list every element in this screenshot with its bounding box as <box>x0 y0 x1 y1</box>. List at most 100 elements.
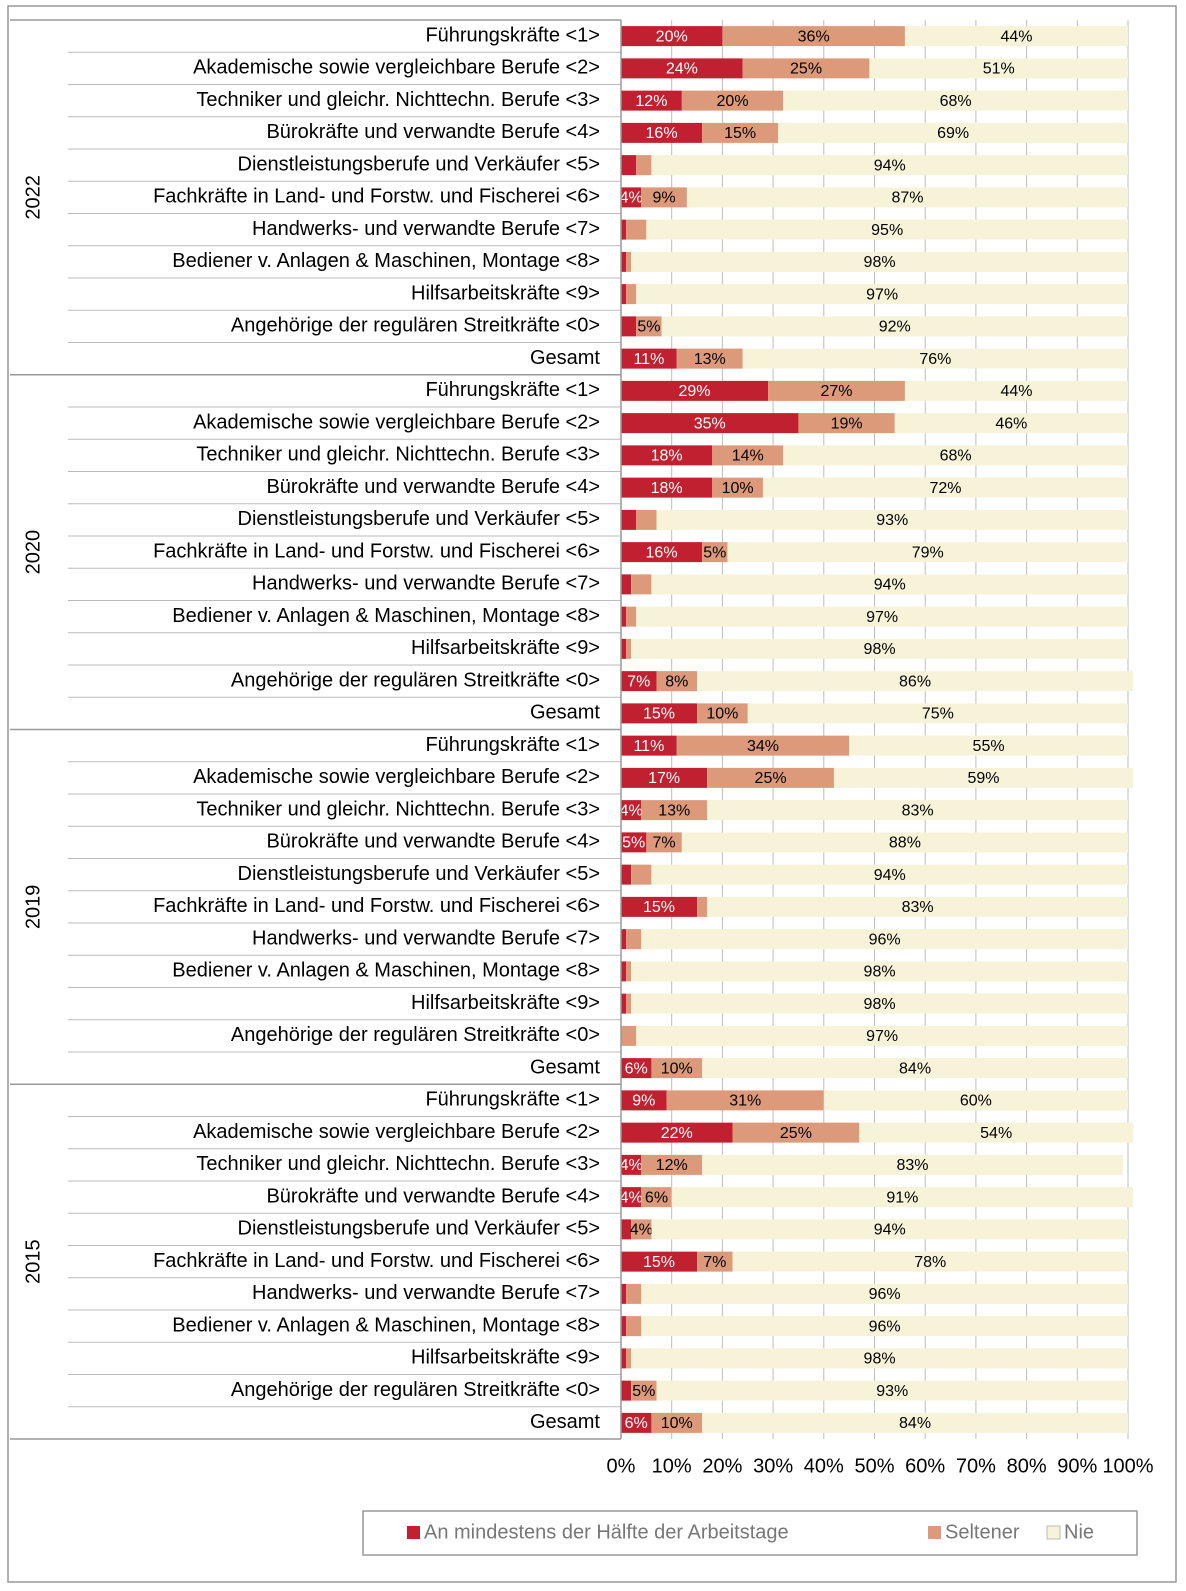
data-label: 18% <box>651 480 683 497</box>
data-label: 93% <box>876 1383 908 1400</box>
data-label: 46% <box>995 415 1027 432</box>
data-label: 68% <box>940 93 972 110</box>
category-label: Bediener v. Anlagen & Maschinen, Montage… <box>172 605 600 627</box>
bar-segment <box>621 187 642 208</box>
data-label: 79% <box>912 544 944 561</box>
data-label: 16% <box>646 544 678 561</box>
category-label: Gesamt <box>530 347 600 369</box>
category-label: Dienstleistungsberufe und Verkäufer <5> <box>238 508 600 530</box>
data-label: 83% <box>897 1157 929 1174</box>
bar-segment <box>621 896 698 917</box>
data-label: 94% <box>874 867 906 884</box>
bar-segment <box>626 961 632 982</box>
data-label: 96% <box>869 1318 901 1335</box>
bar-segment <box>823 1090 1128 1111</box>
bar-segment <box>621 993 627 1014</box>
data-label: 7% <box>627 673 650 690</box>
bar-segment <box>646 219 1128 240</box>
bar-segment <box>722 26 905 47</box>
data-label: 31% <box>729 1093 761 1110</box>
data-label: 13% <box>694 351 726 368</box>
data-label: 6% <box>645 1189 668 1206</box>
bar-segment <box>626 1316 642 1337</box>
data-label: 15% <box>643 706 675 723</box>
data-label: 68% <box>940 448 972 465</box>
data-label: 98% <box>864 964 896 981</box>
data-label: 4% <box>620 802 643 819</box>
category-label: Fachkräfte in Land- und Forstw. und Fisc… <box>153 895 600 917</box>
bar-segment <box>626 929 642 950</box>
data-label: 98% <box>864 641 896 658</box>
data-label: 20% <box>656 28 688 45</box>
category-label: Bediener v. Anlagen & Maschinen, Montage… <box>172 1314 600 1336</box>
category-label: Dienstleistungsberufe und Verkäufer <5> <box>238 1218 600 1240</box>
data-label: 44% <box>1000 28 1032 45</box>
data-label: 59% <box>967 770 999 787</box>
category-label: Fachkräfte in Land- und Forstw. und Fisc… <box>153 1250 600 1272</box>
bar-segment <box>666 1090 824 1111</box>
data-label: 84% <box>899 1060 931 1077</box>
category-label: Akademische sowie vergleichbare Berufe <… <box>193 1121 600 1143</box>
bar-segment <box>702 1154 1123 1175</box>
data-label: 6% <box>625 1060 648 1077</box>
bar-segment <box>621 1058 652 1079</box>
data-label: 55% <box>973 738 1005 755</box>
data-label: 5% <box>637 319 660 336</box>
bar-segment <box>631 638 1128 659</box>
bar-segment <box>621 1090 667 1111</box>
bar-segment <box>621 1283 627 1304</box>
category-label: Handwerks- und verwandte Berufe <7> <box>252 927 600 949</box>
bar-segment <box>631 251 1128 272</box>
bar-segment <box>621 251 627 272</box>
data-label: 15% <box>643 1254 675 1271</box>
data-label: 6% <box>625 1415 648 1432</box>
group-label: 2019 <box>22 885 44 930</box>
bar-segment <box>636 1025 1128 1046</box>
bar-segment <box>747 703 1128 724</box>
data-label: 4% <box>630 1222 653 1239</box>
bar-segment <box>641 800 708 821</box>
x-tick-label: 40% <box>804 1455 844 1477</box>
bar-segment <box>621 703 698 724</box>
bar-segment <box>621 26 723 47</box>
bar-segment <box>697 1251 733 1272</box>
category-label: Führungskräfte <1> <box>425 379 600 401</box>
data-label: 16% <box>646 125 678 142</box>
category-label: Akademische sowie vergleichbare Berufe <… <box>193 766 600 788</box>
bar-segment <box>626 1348 632 1369</box>
legend-label: Nie <box>1064 1521 1094 1543</box>
category-label: Gesamt <box>530 1411 600 1433</box>
data-label: 98% <box>864 996 896 1013</box>
bar-segment <box>636 284 1128 305</box>
data-label: 17% <box>648 770 680 787</box>
category-label: Akademische sowie vergleichbare Berufe <… <box>193 411 600 433</box>
bar-segment <box>636 316 662 337</box>
legend-box <box>362 1510 1138 1556</box>
bar-segment <box>783 445 1128 466</box>
data-label: 87% <box>891 190 923 207</box>
legend-swatch <box>928 1526 941 1539</box>
data-label: 13% <box>658 802 690 819</box>
data-label: 29% <box>678 383 710 400</box>
bar-segment <box>621 1219 632 1240</box>
bar-segment <box>651 155 1128 176</box>
bar-segment <box>621 1348 627 1369</box>
bar-segment <box>702 122 779 143</box>
bar-segment <box>833 767 1134 788</box>
bar-segment <box>651 864 1128 885</box>
legend-swatch <box>407 1526 420 1539</box>
group-label: 2020 <box>22 530 44 575</box>
bar-segment <box>621 574 632 595</box>
data-label: 93% <box>876 512 908 529</box>
category-label: Angehörige der regulären Streitkräfte <0… <box>231 1024 600 1046</box>
bar-segment <box>621 1122 733 1143</box>
bar-segment <box>641 1154 703 1175</box>
bar-segment <box>621 1154 642 1175</box>
bar-segment <box>697 703 748 724</box>
bar-segment <box>849 735 1128 756</box>
bar-segment <box>869 58 1128 79</box>
data-label: 98% <box>864 254 896 271</box>
data-label: 60% <box>960 1093 992 1110</box>
bar-segment <box>859 1122 1134 1143</box>
data-label: 15% <box>643 899 675 916</box>
